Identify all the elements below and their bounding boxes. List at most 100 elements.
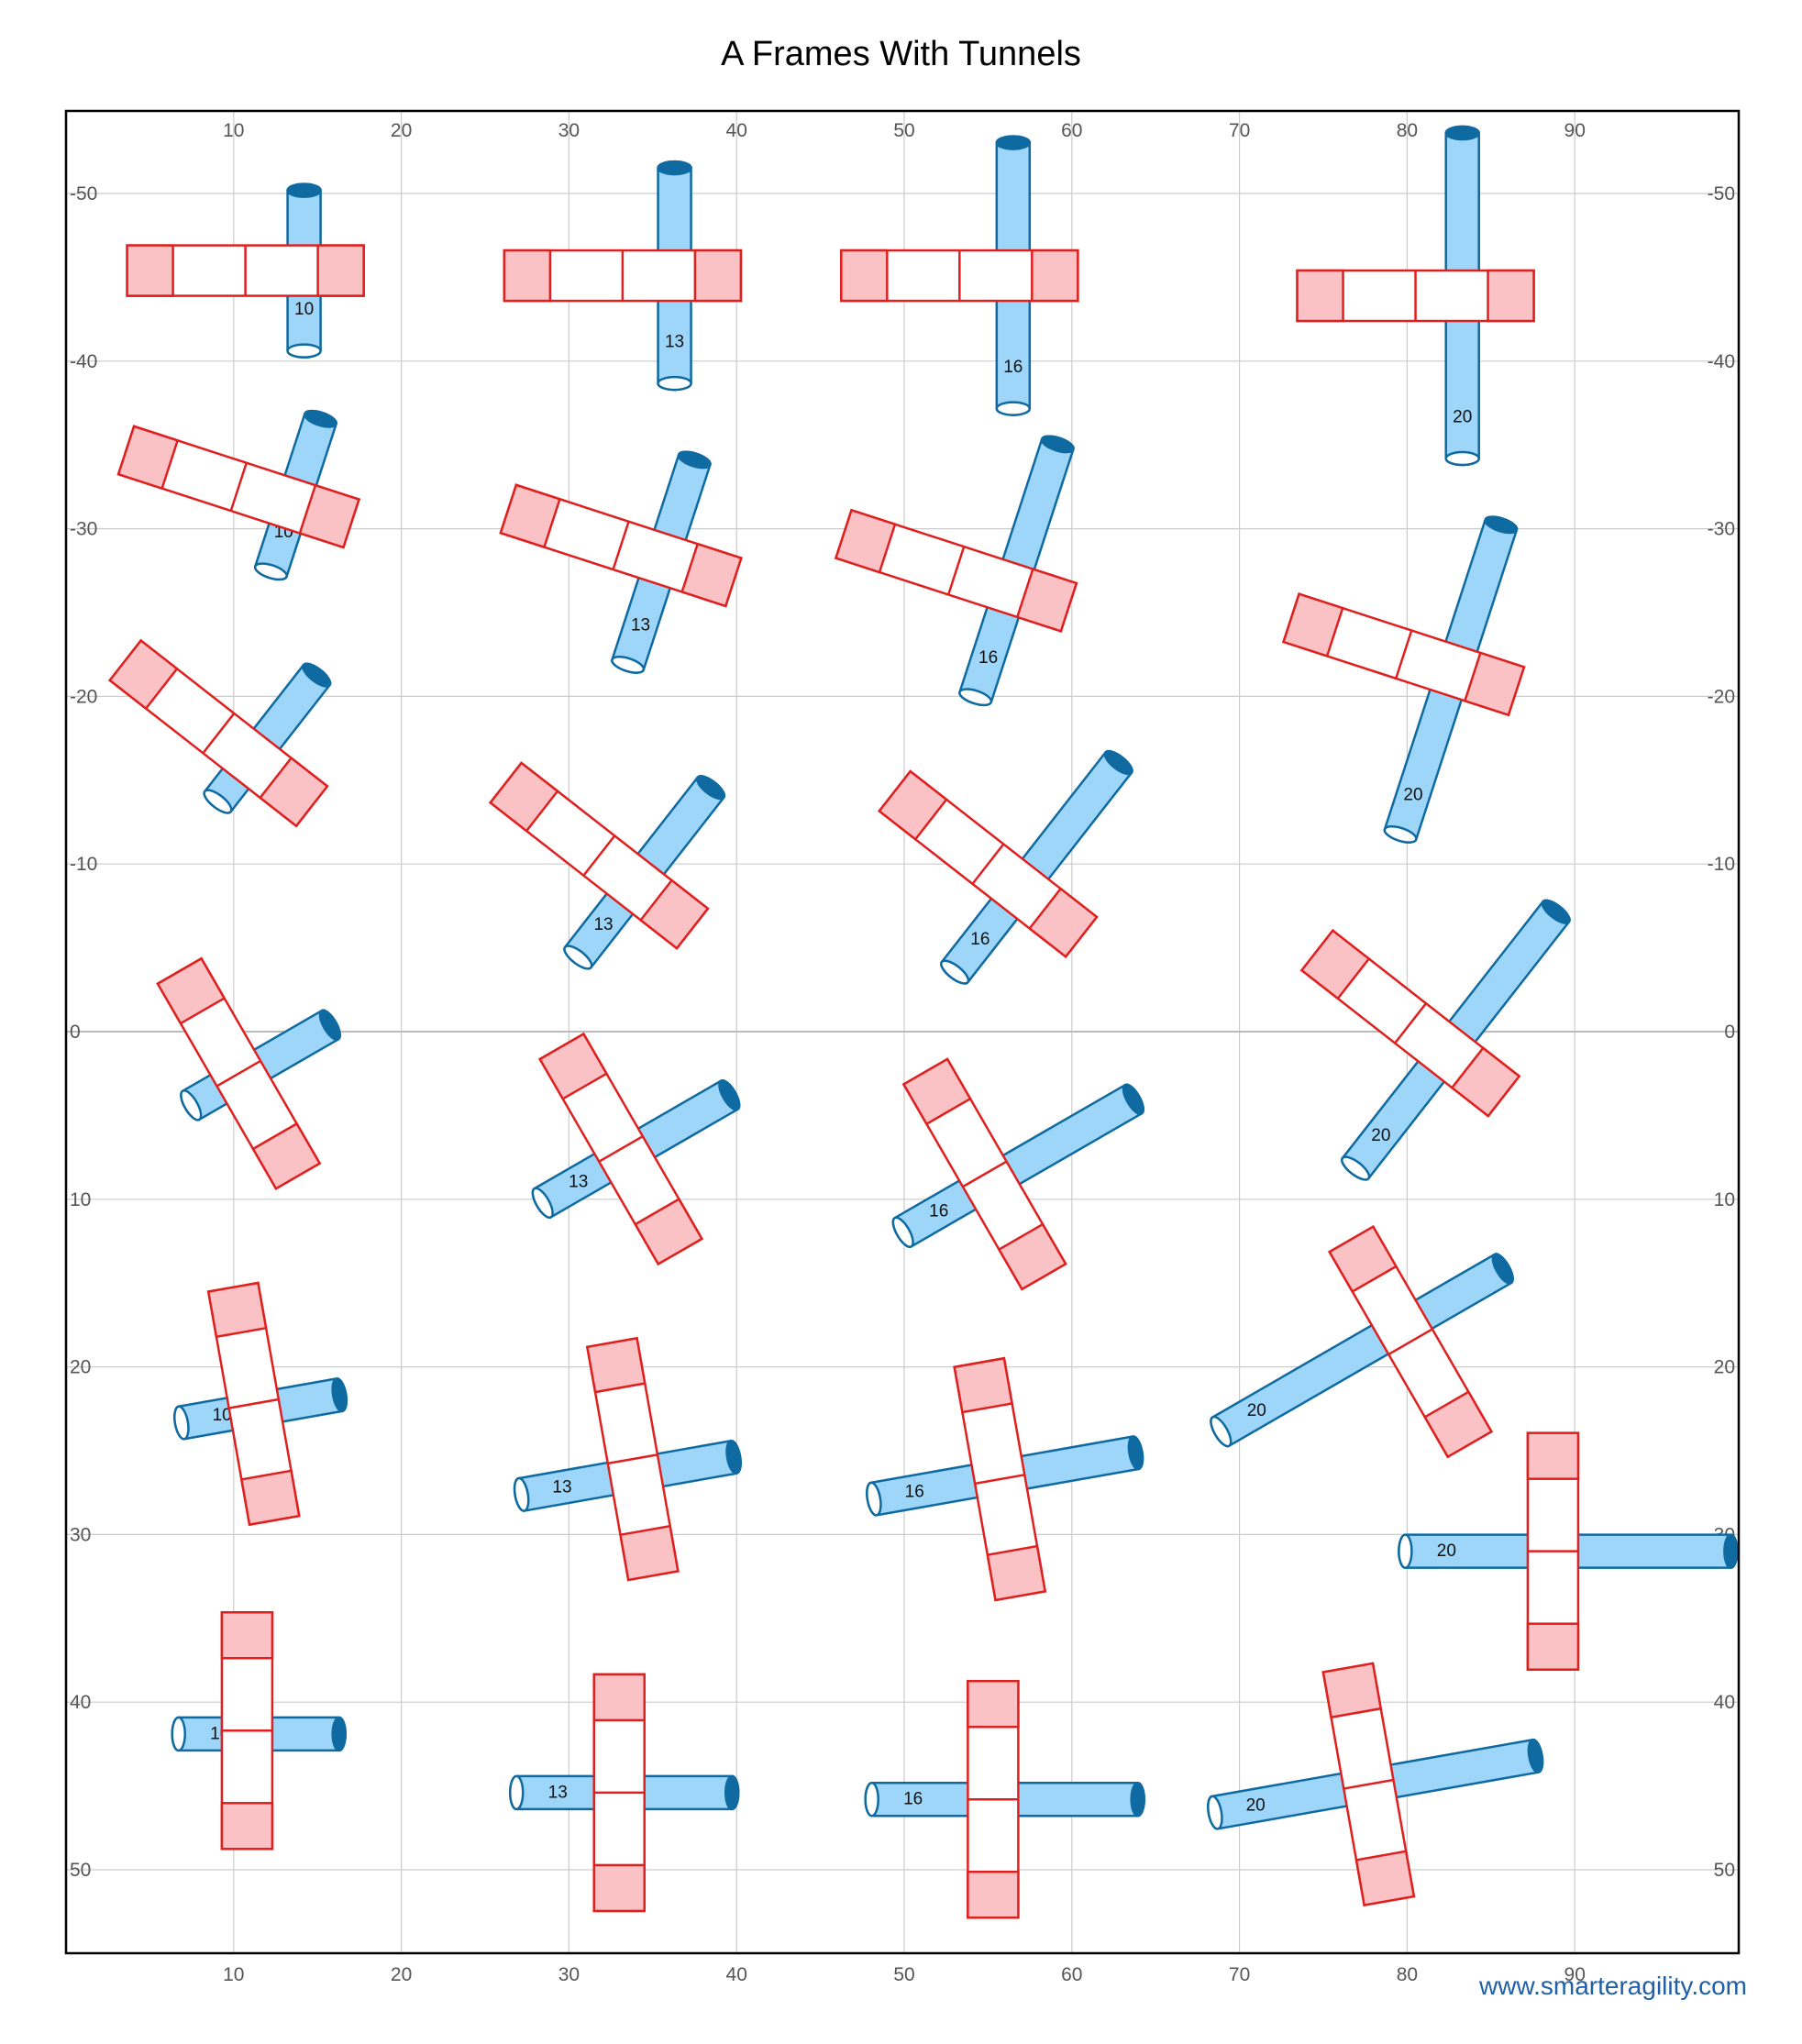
contact-zone	[953, 1356, 1014, 1414]
contact-zone	[1321, 1662, 1383, 1719]
equipment-layer: 1013162010131620101316201013162010131620…	[108, 125, 1739, 1919]
tunnel-end	[866, 1481, 882, 1517]
a-frame	[840, 249, 1079, 303]
apex-line	[962, 1160, 1008, 1188]
x-tick-label: 80	[1397, 120, 1418, 141]
contact-zone	[619, 1524, 680, 1582]
y-tick-label: -30	[70, 519, 97, 540]
a-frame	[967, 1679, 1020, 1919]
tunnel-size-label: 16	[903, 1790, 923, 1809]
apex-line	[971, 843, 1005, 885]
contact-zone	[538, 1032, 609, 1101]
tunnel-end	[203, 789, 233, 814]
y-tick-label: -10	[70, 854, 97, 875]
y-tick-label: -50	[70, 183, 97, 204]
contact-zone	[1031, 249, 1079, 303]
a-frame	[488, 761, 710, 950]
tunnel-size-label: 16	[1003, 358, 1023, 377]
tunnel-size-label: 10	[294, 300, 314, 319]
x-tick-label: 20	[391, 1964, 412, 1985]
tunnel-end	[864, 1781, 879, 1818]
tunnel-size-label: 20	[1453, 408, 1472, 427]
contact-zone	[967, 1870, 1020, 1919]
a-frame	[1328, 1225, 1494, 1459]
tunnel-end	[173, 1405, 190, 1441]
contact-zone	[298, 483, 361, 549]
x-tick-label: 50	[893, 1964, 914, 1985]
contact-zone	[1027, 887, 1099, 959]
tunnel-end	[718, 1078, 741, 1111]
tunnel-size-label: 10	[213, 1406, 232, 1425]
y-tick-label: 20	[70, 1357, 91, 1378]
contact-zone	[1296, 269, 1344, 323]
tunnel-end	[302, 662, 332, 688]
y-tick-label: 0	[1724, 1022, 1735, 1043]
contact-zone	[834, 508, 897, 574]
contact-zone	[126, 244, 174, 297]
x-tick-label: 20	[391, 120, 412, 141]
tunnel-end	[657, 375, 692, 392]
y-tick-label: 30	[70, 1524, 91, 1545]
apex-line	[974, 1474, 1025, 1486]
tunnel-end	[891, 1216, 914, 1248]
tunnel-end	[286, 343, 322, 359]
contact-zone	[1487, 269, 1535, 323]
contact-zone	[1354, 1850, 1416, 1907]
tunnel-size-label: 13	[548, 1783, 568, 1802]
y-tick-label: -50	[1708, 183, 1735, 204]
tunnel-end	[331, 1377, 348, 1413]
contact-zone	[239, 1469, 301, 1527]
x-tick-label: 60	[1061, 120, 1082, 141]
tunnel-end	[1210, 1415, 1233, 1448]
x-tick-label: 90	[1564, 1964, 1586, 1985]
tunnel-end	[331, 1716, 347, 1752]
a-frame	[503, 249, 743, 303]
apex-line	[582, 834, 616, 877]
a-frame	[206, 1281, 301, 1527]
tunnel-size-label: 13	[665, 333, 684, 352]
a-frame	[953, 1356, 1047, 1602]
tunnel-end	[1398, 1533, 1413, 1569]
page-title: A Frames With Tunnels	[721, 35, 1081, 73]
tunnel: 20	[1210, 1253, 1514, 1448]
contact-zone	[680, 542, 743, 608]
x-tick-label: 30	[558, 1964, 580, 1985]
contact-zone	[967, 1679, 1020, 1729]
contact-zone	[108, 638, 179, 711]
x-tick-label: 10	[223, 120, 244, 141]
a-frame	[126, 244, 365, 297]
site-url: www.smarteragility.com	[1479, 1972, 1747, 2000]
contact-zone	[634, 1197, 704, 1266]
a-frame	[499, 483, 743, 608]
contact-zone	[901, 1057, 972, 1126]
tunnel-end	[1130, 1781, 1145, 1818]
a-frame	[538, 1032, 704, 1266]
a-frame	[1296, 269, 1535, 323]
a-frame	[108, 638, 329, 828]
tunnel-end	[611, 655, 646, 674]
contact-zone	[220, 1802, 274, 1851]
tunnel-size-label: 20	[1403, 786, 1422, 805]
y-tick-label: -40	[70, 351, 97, 372]
tunnel-size-label: 16	[905, 1482, 924, 1501]
a-frame	[156, 956, 322, 1190]
contact-zone	[1281, 592, 1344, 658]
tunnel-end	[1444, 125, 1480, 141]
tunnel-end	[958, 688, 993, 707]
y-tick-label: -30	[1708, 519, 1735, 540]
y-tick-label: -40	[1708, 351, 1735, 372]
tunnel-size-label: 16	[970, 930, 989, 949]
tunnel-end	[1444, 450, 1480, 467]
y-tick-label: -10	[1708, 854, 1735, 875]
contact-zone	[840, 249, 889, 303]
tunnel-size-label: 13	[569, 1173, 588, 1192]
contact-zone	[488, 761, 559, 833]
x-tick-label: 70	[1229, 1964, 1250, 1985]
apex-line	[1387, 1328, 1433, 1356]
a-frame	[834, 508, 1078, 633]
tunnel-end	[513, 1476, 530, 1512]
tunnel-end	[995, 401, 1032, 416]
tunnel-end	[1341, 1155, 1371, 1181]
tunnel-end	[286, 182, 322, 198]
a-frame	[901, 1057, 1067, 1291]
